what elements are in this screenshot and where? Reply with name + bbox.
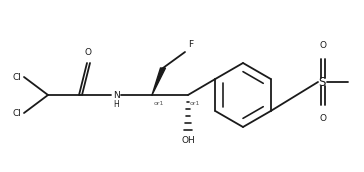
Text: Cl: Cl (12, 73, 21, 82)
Text: Cl: Cl (12, 109, 21, 117)
Text: O: O (320, 41, 327, 50)
Polygon shape (152, 68, 166, 95)
Text: OH: OH (181, 136, 195, 145)
Text: O: O (84, 48, 91, 57)
Text: S: S (318, 76, 326, 89)
Text: or1: or1 (154, 101, 165, 106)
Text: or1: or1 (190, 101, 200, 106)
Text: O: O (320, 114, 327, 123)
Text: H: H (113, 100, 119, 109)
Text: N: N (112, 90, 119, 99)
Text: F: F (188, 40, 193, 49)
